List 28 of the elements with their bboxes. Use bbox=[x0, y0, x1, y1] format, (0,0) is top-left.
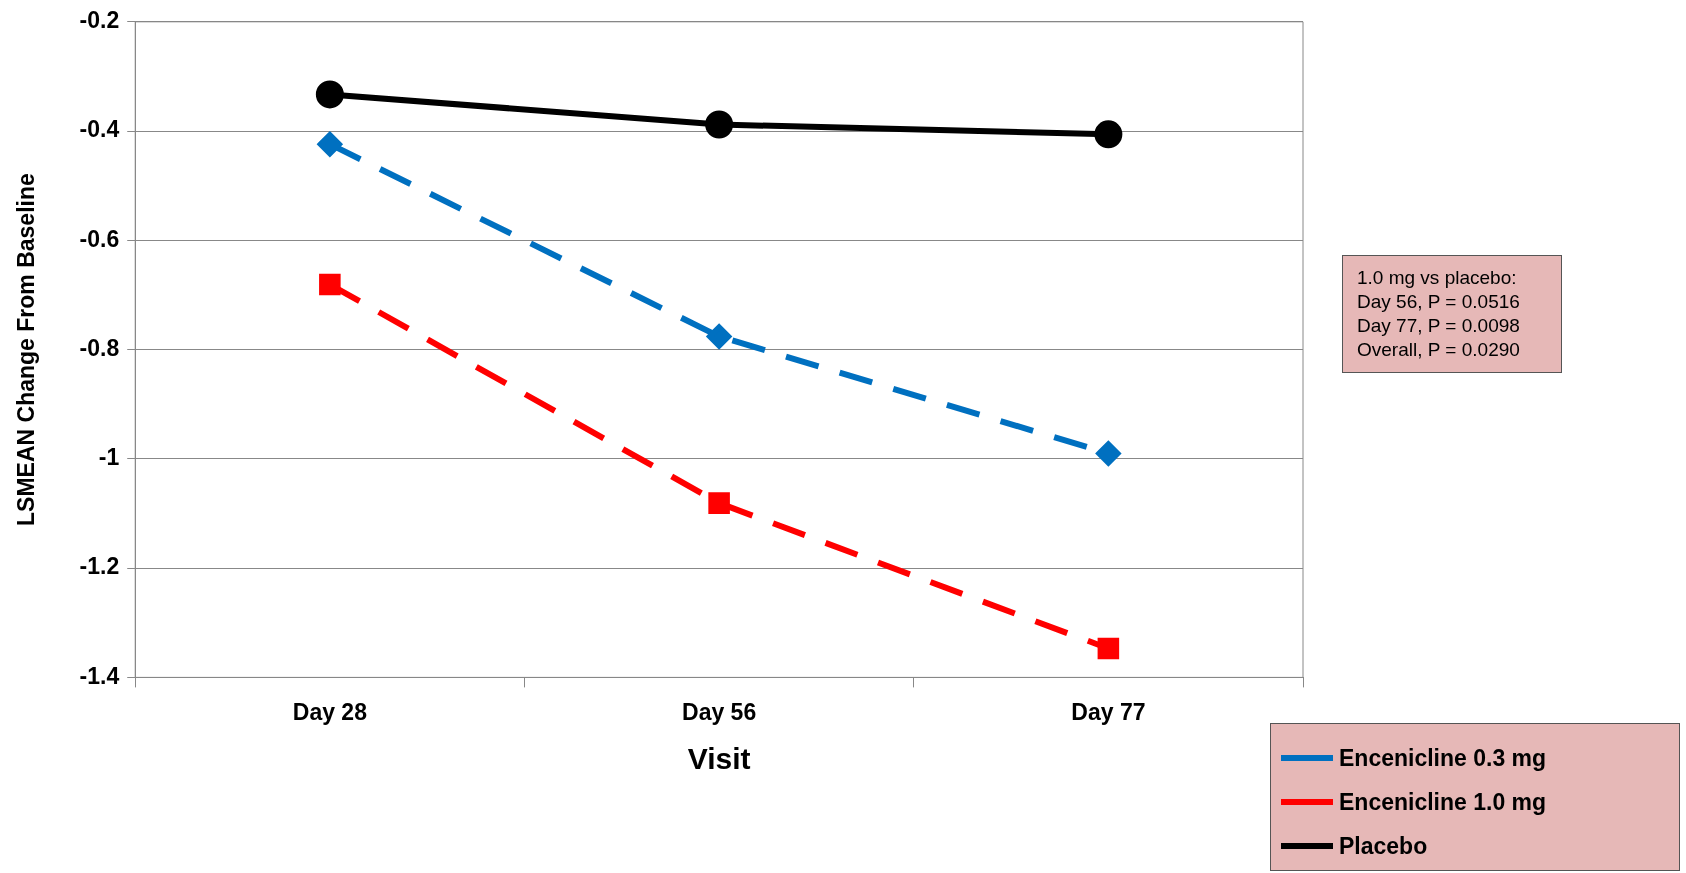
point bbox=[1094, 120, 1123, 149]
y-tick-label: -0.4 bbox=[79, 116, 120, 143]
legend-label: Placebo bbox=[1339, 832, 1428, 860]
y-tick-label: -1 bbox=[98, 444, 120, 471]
legend-label: Encenicline 0.3 mg bbox=[1339, 744, 1547, 772]
text: Overall, P = 0.0290 bbox=[1357, 338, 1521, 362]
y-tick-label: -1.4 bbox=[79, 662, 120, 689]
y-tick-label: -0.8 bbox=[79, 334, 120, 361]
point bbox=[707, 324, 732, 349]
legend-label: Encenicline 1.0 mg bbox=[1339, 788, 1547, 816]
y-tick-label: -0.6 bbox=[79, 225, 120, 252]
point bbox=[708, 492, 730, 514]
y-tick-label: -0.2 bbox=[79, 7, 120, 34]
x-tick-label: Day 28 bbox=[292, 698, 368, 725]
text: 1.0 mg vs placebo: bbox=[1357, 266, 1518, 290]
point bbox=[705, 110, 734, 139]
point bbox=[319, 273, 341, 296]
y-axis-title: LSMEAN Change From Baseline bbox=[13, 173, 40, 526]
point bbox=[317, 132, 342, 157]
text: Day 77, P = 0.0098 bbox=[1357, 314, 1521, 338]
x-tick-label: Day 77 bbox=[1071, 698, 1146, 725]
x-tick-label: Day 56 bbox=[682, 698, 757, 725]
point bbox=[1097, 637, 1120, 660]
y-tick-label: -1.2 bbox=[79, 553, 120, 580]
point bbox=[1096, 441, 1121, 466]
point bbox=[315, 80, 344, 109]
x-axis-title: Visit bbox=[687, 742, 751, 776]
text: Day 56, P = 0.0516 bbox=[1357, 290, 1521, 314]
